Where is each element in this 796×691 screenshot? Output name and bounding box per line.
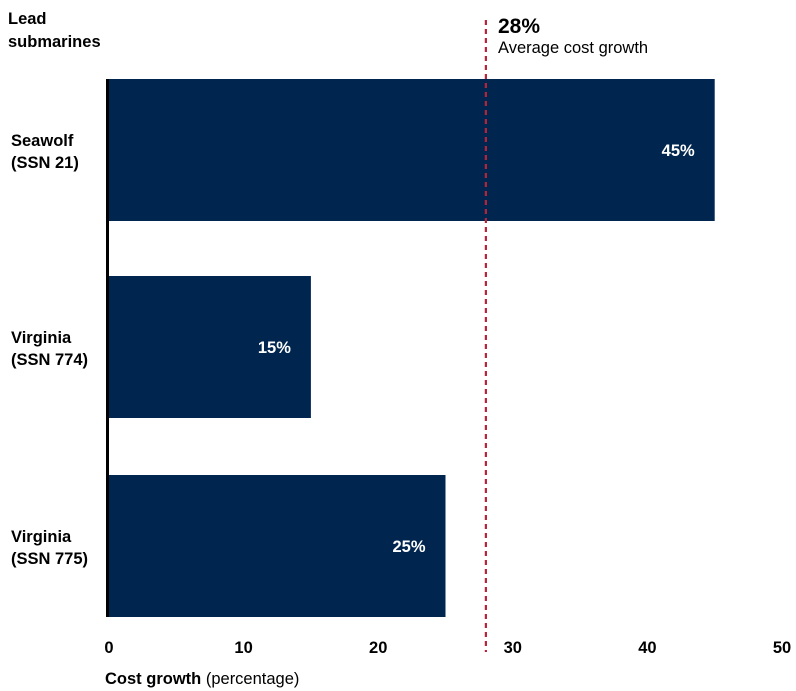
data-label-1: 15% bbox=[258, 339, 291, 357]
data-label-2: 25% bbox=[392, 538, 425, 556]
average-value: 28% bbox=[498, 15, 541, 38]
y-axis-title: Lead submarines bbox=[8, 8, 128, 54]
x-tick-label-0: 0 bbox=[104, 639, 113, 657]
category-label-2-line-1: (SSN 775) bbox=[11, 550, 88, 568]
category-label-1-line-0: Virginia bbox=[11, 329, 72, 347]
x-tick-label-5: 50 bbox=[773, 639, 791, 657]
category-label-0-line-0: Seawolf bbox=[11, 132, 74, 150]
x-tick-label-2: 20 bbox=[369, 639, 387, 657]
x-tick-label-4: 40 bbox=[638, 639, 656, 657]
average-annotation: 28% Average cost growth bbox=[498, 16, 648, 58]
category-label-2-line-0: Virginia bbox=[11, 528, 72, 546]
category-label-0-line-1: (SSN 21) bbox=[11, 154, 79, 172]
y-axis-title-line-2: submarines bbox=[8, 33, 101, 51]
bar-2 bbox=[109, 475, 446, 617]
x-tick-label-3: 30 bbox=[504, 639, 522, 657]
x-tick-label-1: 10 bbox=[234, 639, 252, 657]
bar-1 bbox=[109, 276, 311, 418]
x-axis-label-unit: (percentage) bbox=[205, 670, 300, 688]
category-label-1-line-1: (SSN 774) bbox=[11, 351, 88, 369]
data-label-0: 45% bbox=[662, 142, 695, 160]
x-axis-label-bold: Cost growth bbox=[105, 670, 202, 688]
y-axis-title-line-1: Lead bbox=[8, 10, 47, 28]
x-axis-label: Cost growth (percentage) bbox=[105, 670, 299, 689]
average-label: Average cost growth bbox=[498, 39, 649, 57]
bar-0 bbox=[109, 79, 715, 221]
